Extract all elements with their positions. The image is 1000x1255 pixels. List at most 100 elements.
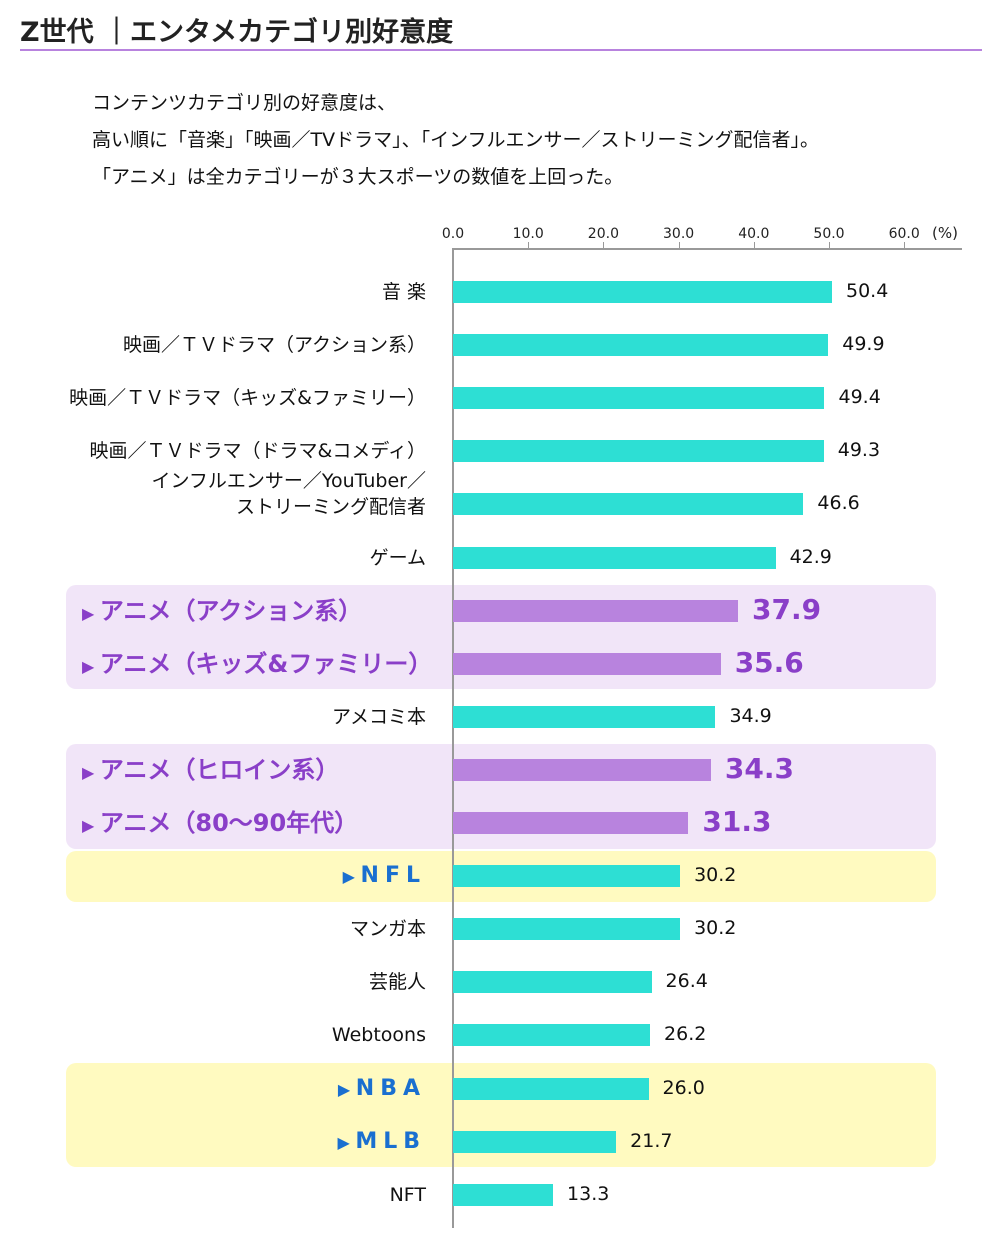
value-label: 46.6 — [817, 492, 860, 515]
bar — [453, 971, 652, 994]
axis-unit: (%) — [932, 224, 958, 242]
category-label: 映画／ＴＶドラマ（アクション系） — [123, 332, 426, 358]
value-label: 30.2 — [694, 917, 737, 940]
category-label: ▶ アニメ（ヒロイン系） — [82, 757, 339, 786]
category-text: アニメ（ヒロイン系） — [99, 755, 340, 784]
tick-mark — [603, 242, 605, 249]
bar — [453, 1077, 649, 1100]
bar — [453, 758, 711, 781]
lead-line-2: 高い順に「音楽」「映画／TVドラマ」、「インフルエンサー／ストリーミング配信者」… — [92, 129, 820, 151]
tick-mark — [678, 242, 680, 249]
category-label: インフルエンサー／YouTuber／ ストリーミング配信者 — [151, 468, 426, 520]
category-label: ゲーム — [370, 545, 426, 571]
value-label: 30.2 — [694, 864, 737, 887]
bar — [453, 387, 825, 410]
value-label: 42.9 — [789, 545, 832, 568]
triangle-marker-icon: ▶ — [82, 603, 100, 623]
tick-mark — [528, 242, 530, 249]
bar — [453, 1130, 617, 1153]
tick-label: 30.0 — [663, 226, 695, 242]
triangle-marker-icon: ▶ — [337, 1132, 356, 1152]
lead-line-1: コンテンツカテゴリ別の好意度は、 — [92, 92, 397, 114]
bar — [453, 440, 824, 463]
category-text: 音 楽 — [381, 281, 426, 303]
tick-label: 50.0 — [813, 226, 845, 242]
category-label: ▶ MLB — [337, 1129, 426, 1156]
bar — [453, 652, 721, 675]
category-label: マンガ本 — [350, 916, 426, 942]
category-text: 芸能人 — [368, 971, 426, 994]
y-axis — [452, 248, 454, 1228]
category-text: アメコミ本 — [331, 705, 426, 728]
value-label: 37.9 — [752, 592, 822, 626]
value-label: 26.2 — [664, 1023, 707, 1046]
triangle-marker-icon: ▶ — [337, 1079, 356, 1099]
category-label: ▶ アニメ（アクション系） — [82, 598, 362, 627]
category-label: ▶ NBA — [338, 1076, 426, 1103]
value-label: 21.7 — [630, 1129, 673, 1152]
category-text: マンガ本 — [349, 918, 426, 941]
category-text: アニメ（アクション系） — [99, 596, 363, 625]
category-label: ▶ アニメ（キッズ&ファミリー） — [82, 651, 432, 680]
category-label: ▶ NFL — [343, 863, 426, 890]
category-label: アメコミ本 — [332, 704, 426, 730]
x-axis — [453, 248, 962, 250]
category-text: ゲーム — [369, 546, 426, 569]
category-text: NBA — [355, 1075, 426, 1101]
bar — [453, 1183, 554, 1206]
category-label: 芸能人 — [369, 969, 426, 995]
category-text: 映画／ＴＶドラマ（アクション系） — [122, 334, 426, 357]
category-text: MLB — [355, 1128, 426, 1154]
bar — [453, 918, 681, 941]
tick-label: 10.0 — [512, 226, 544, 242]
category-label: 音 楽 — [382, 279, 426, 305]
category-label: NFT — [390, 1182, 426, 1208]
tick-mark — [829, 242, 830, 249]
triangle-marker-icon: ▶ — [342, 867, 361, 887]
category-text: 映画／ＴＶドラマ（ドラマ&コメディ） — [89, 440, 427, 463]
value-label: 26.0 — [662, 1076, 705, 1099]
tick-mark — [753, 242, 755, 249]
title-divider — [20, 49, 982, 51]
value-label: 26.4 — [665, 970, 708, 993]
bar — [453, 493, 804, 516]
category-text: アニメ（キッズ&ファミリー） — [99, 649, 433, 678]
page-title: Z世代 ｜エンタメカテゴリ別好意度 — [20, 17, 454, 48]
category-text: 映画／ＴＶドラマ（キッズ&ファミリー） — [69, 387, 426, 410]
bar — [453, 334, 829, 357]
category-label: Webtoons — [332, 1022, 426, 1048]
bar — [453, 705, 716, 728]
bar — [453, 546, 776, 569]
value-label: 34.3 — [724, 751, 795, 785]
value-label: 31.3 — [702, 805, 772, 838]
tick-mark — [904, 242, 906, 249]
bar — [453, 812, 689, 834]
triangle-marker-icon: ▶ — [82, 762, 100, 782]
category-text: インフルエンサー／YouTuber／ ストリーミング配信者 — [151, 470, 426, 519]
category-text: アニメ（80〜90年代） — [99, 809, 359, 837]
category-text: Webtoons — [331, 1024, 426, 1047]
bar — [453, 599, 738, 622]
value-label: 13.3 — [567, 1182, 610, 1205]
bar — [453, 1024, 651, 1047]
value-label: 50.4 — [846, 280, 889, 302]
value-label: 49.3 — [837, 439, 881, 462]
bar — [453, 865, 681, 888]
tick-label: 0.0 — [441, 226, 465, 242]
triangle-marker-icon: ▶ — [82, 656, 100, 676]
value-label: 35.6 — [734, 645, 804, 679]
tick-label: 20.0 — [587, 226, 619, 242]
value-label: 34.9 — [729, 704, 772, 727]
category-text: NFT — [389, 1183, 426, 1206]
lead-line-3: 「アニメ」は全カテゴリーが３大スポーツの数値を上回った。 — [92, 166, 624, 188]
tick-label: 60.0 — [888, 226, 920, 242]
value-label: 49.9 — [842, 333, 885, 356]
category-text: NFL — [360, 863, 426, 889]
category-label: 映画／ＴＶドラマ（キッズ&ファミリー） — [69, 385, 426, 411]
category-label: 映画／ＴＶドラマ（ドラマ&コメディ） — [90, 438, 427, 464]
category-label: ▶ アニメ（80〜90年代） — [82, 810, 358, 839]
tick-label: 40.0 — [738, 226, 770, 242]
bar — [453, 281, 832, 303]
value-label: 49.4 — [838, 386, 881, 409]
